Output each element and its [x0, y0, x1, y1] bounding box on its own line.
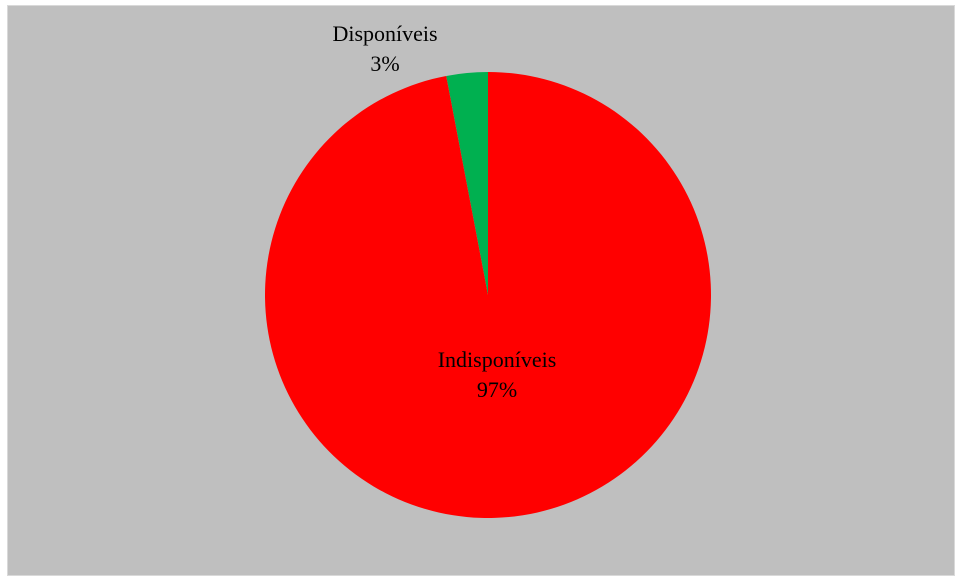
pie-slice-disponiveis [446, 72, 488, 295]
pie-slices [265, 72, 712, 518]
slice-label-indisponiveis: Indisponíveis [438, 347, 557, 372]
slice-percent-indisponiveis: 97% [477, 377, 517, 402]
pie-slice-indisponiveis [265, 72, 712, 518]
slice-percent-disponiveis: 3% [370, 51, 399, 76]
slice-label-disponiveis: Disponíveis [332, 21, 437, 46]
